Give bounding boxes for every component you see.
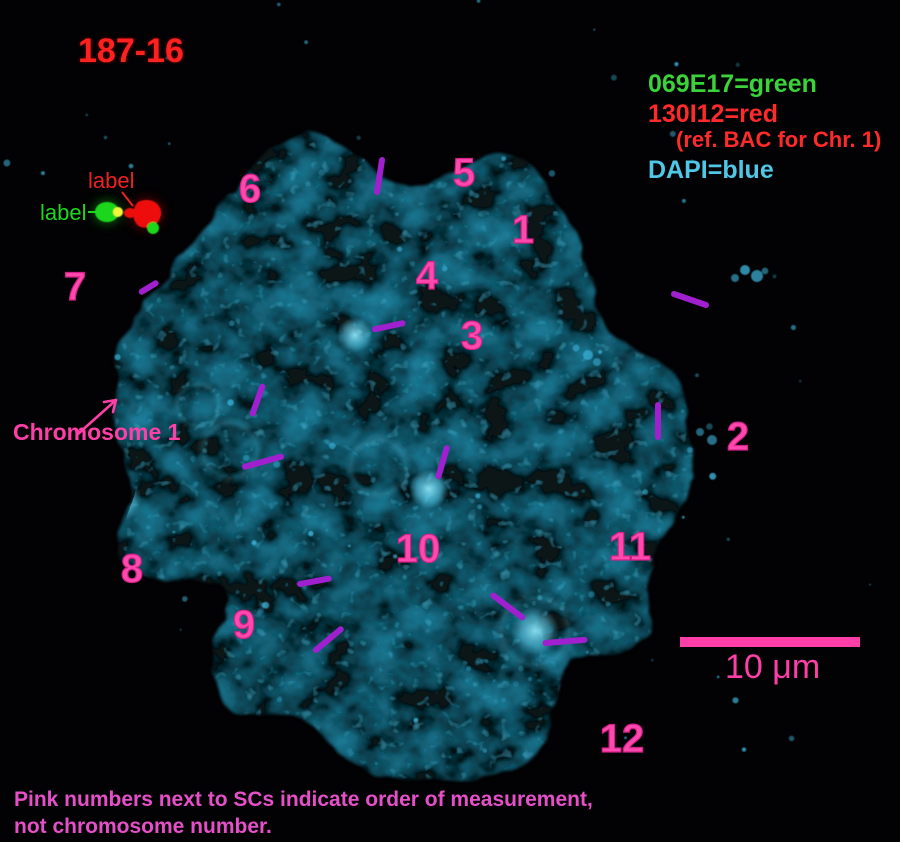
svg-text:9: 9: [233, 603, 255, 647]
svg-text:1: 1: [512, 208, 534, 252]
svg-text:8: 8: [121, 547, 143, 591]
svg-text:7: 7: [64, 265, 86, 309]
svg-text:2: 2: [727, 415, 749, 459]
svg-text:5: 5: [453, 151, 475, 195]
svg-text:label: label: [40, 200, 86, 225]
svg-text:label: label: [88, 168, 134, 193]
svg-text:4: 4: [416, 254, 439, 298]
svg-text:6: 6: [239, 167, 261, 211]
svg-text:10: 10: [396, 527, 441, 571]
svg-text:3: 3: [461, 314, 483, 358]
svg-text:12: 12: [600, 717, 645, 761]
svg-text:11: 11: [609, 525, 651, 569]
